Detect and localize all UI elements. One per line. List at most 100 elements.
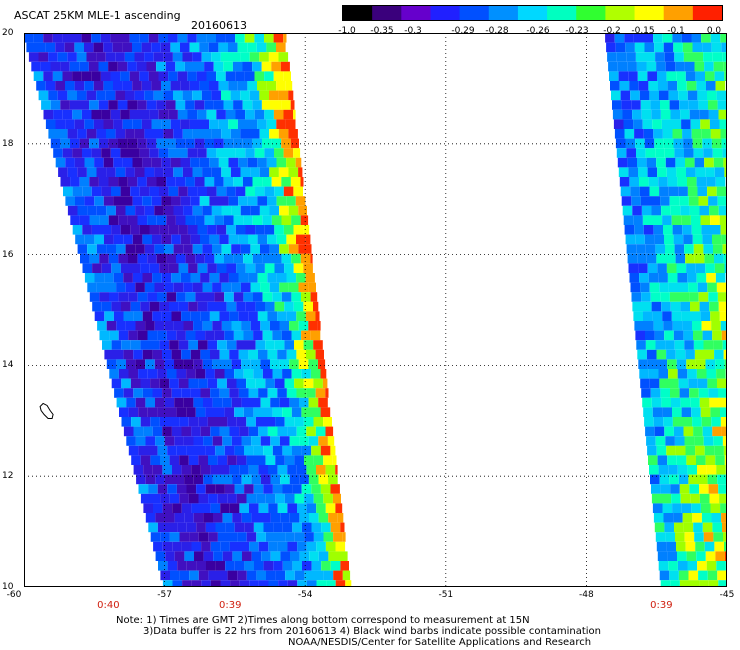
wind-cell	[283, 33, 287, 43]
wind-cell	[219, 196, 229, 206]
wind-cell	[723, 532, 727, 542]
wind-cell	[220, 541, 230, 552]
wind-cell	[227, 493, 237, 504]
wind-cell	[165, 551, 175, 561]
wind-cell	[253, 407, 263, 417]
wind-cell	[229, 541, 240, 552]
wind-cell	[87, 282, 97, 293]
wind-cell	[647, 359, 658, 369]
wind-cell	[81, 33, 92, 43]
wind-cell	[128, 292, 138, 302]
wind-cell	[703, 532, 714, 542]
wind-cell	[123, 234, 133, 245]
wind-cell	[267, 196, 277, 206]
wind-cell	[115, 52, 125, 62]
wind-cell	[170, 157, 181, 168]
wind-cell	[247, 81, 257, 91]
wind-cell	[670, 205, 681, 216]
wind-cell	[196, 33, 207, 43]
wind-cell	[645, 244, 656, 254]
wind-cell	[710, 33, 721, 43]
wind-cell	[214, 369, 225, 379]
wind-cell	[216, 148, 226, 158]
wind-cell	[255, 378, 266, 389]
wind-cell	[273, 561, 283, 571]
wind-cell	[230, 129, 241, 139]
wind-cell	[696, 81, 706, 91]
wind-cell	[642, 397, 652, 408]
wind-cell	[91, 225, 102, 235]
wind-cell	[186, 522, 197, 533]
wind-cell	[215, 484, 225, 494]
wind-cell	[714, 71, 725, 81]
wind-cell	[320, 369, 327, 379]
wind-cell	[183, 282, 193, 293]
wind-cell	[156, 177, 167, 187]
wind-cell	[52, 33, 63, 43]
wind-cell	[236, 455, 247, 465]
wind-cell	[637, 253, 647, 264]
wind-cell	[699, 301, 710, 312]
wind-cell	[183, 436, 194, 446]
wind-cell	[624, 33, 634, 43]
wind-cell	[245, 148, 255, 158]
colorbar-label: -0.23	[565, 26, 589, 36]
wind-cell	[685, 349, 695, 360]
wind-cell	[690, 397, 700, 408]
wind-cell	[320, 445, 331, 456]
wind-cell	[704, 253, 714, 264]
wind-cell	[142, 388, 153, 398]
wind-cell	[696, 455, 706, 465]
wind-cell	[156, 61, 166, 72]
wind-cell	[239, 426, 249, 437]
wind-cell	[79, 215, 90, 225]
wind-cell	[313, 378, 323, 389]
wind-cell	[62, 148, 73, 158]
wind-cell	[710, 407, 720, 417]
wind-cell	[122, 119, 133, 129]
wind-cell	[692, 321, 702, 331]
wind-cell	[111, 263, 121, 273]
wind-cell	[137, 330, 148, 341]
wind-cell	[680, 301, 690, 312]
wind-cell	[259, 129, 270, 139]
wind-cell	[681, 407, 692, 417]
wind-cell	[113, 81, 123, 91]
wind-cell	[260, 282, 270, 293]
wind-cell	[185, 215, 196, 225]
wind-cell	[237, 81, 248, 91]
wind-cell	[703, 244, 713, 254]
wind-cell	[704, 157, 714, 168]
wind-cell	[631, 100, 641, 110]
wind-cell	[330, 445, 336, 456]
wind-cell	[651, 109, 661, 120]
wind-cell	[152, 273, 162, 283]
wind-cell	[181, 541, 192, 552]
wind-cell	[129, 71, 140, 81]
wind-cell	[99, 215, 109, 225]
wind-cell	[111, 186, 121, 197]
wind-cell	[620, 90, 631, 101]
wind-cell	[634, 225, 644, 235]
wind-cell	[257, 81, 267, 91]
wind-cell	[126, 359, 136, 369]
wind-cell	[139, 186, 150, 197]
wind-cell	[219, 426, 230, 437]
wind-cell	[196, 445, 206, 456]
x-tick-label: -57	[157, 590, 172, 600]
wind-cell	[668, 282, 679, 293]
wind-cell	[315, 311, 320, 321]
wind-cell	[286, 234, 296, 245]
wind-cell	[674, 522, 684, 533]
wind-cell	[321, 561, 331, 571]
wind-cell	[296, 311, 306, 321]
wind-cell	[174, 474, 185, 485]
wind-cell	[240, 244, 251, 254]
wind-cell	[658, 465, 669, 475]
wind-cell	[288, 282, 299, 293]
wind-cell	[239, 465, 249, 475]
wind-cell	[244, 445, 254, 456]
wind-cell	[142, 234, 152, 245]
wind-cell	[272, 407, 283, 417]
wind-cell	[132, 196, 143, 206]
